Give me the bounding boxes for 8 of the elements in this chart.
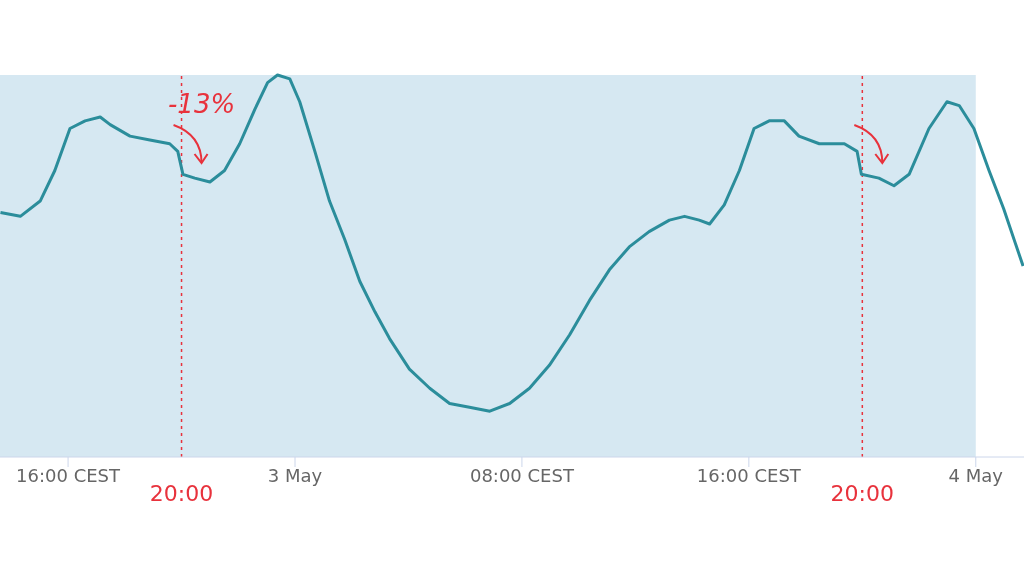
x-tick-label: 16:00 CEST (16, 464, 122, 486)
annotation: -13% (167, 89, 236, 119)
ref-line-label: 20:00 (149, 481, 214, 506)
x-tick-label: 16:00 CEST (696, 464, 802, 486)
x-tick-label: 08:00 CEST (469, 464, 575, 486)
ref-line-label: 20:00 (830, 481, 895, 506)
x-tick-label: 4 May (948, 464, 1004, 486)
x-tick-label: 3 May (267, 464, 323, 486)
